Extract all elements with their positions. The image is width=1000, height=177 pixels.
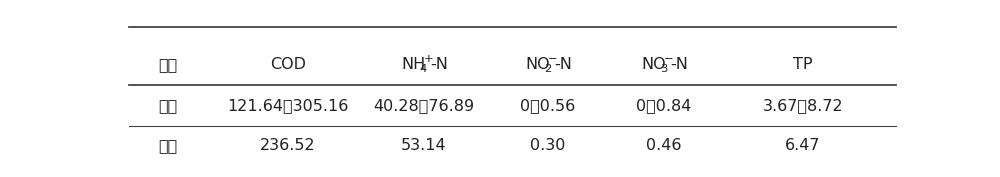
Text: 项目: 项目 [158, 57, 177, 72]
Text: 3: 3 [660, 64, 667, 74]
Text: -N: -N [670, 57, 688, 72]
Text: 6.47: 6.47 [785, 138, 821, 153]
Text: 4: 4 [420, 64, 427, 74]
Text: -N: -N [430, 57, 448, 72]
Text: 均値: 均値 [158, 138, 177, 153]
Text: NO: NO [525, 57, 550, 72]
Text: COD: COD [270, 57, 306, 72]
Text: 53.14: 53.14 [401, 138, 446, 153]
Text: 0～0.84: 0～0.84 [636, 98, 691, 113]
Text: 40.28～76.89: 40.28～76.89 [373, 98, 474, 113]
Text: -N: -N [554, 57, 572, 72]
Text: 236.52: 236.52 [260, 138, 316, 153]
Text: −: − [548, 54, 558, 64]
Text: NH: NH [401, 57, 425, 72]
Text: NO: NO [641, 57, 666, 72]
Text: 0.46: 0.46 [646, 138, 681, 153]
Text: 3.67～8.72: 3.67～8.72 [763, 98, 843, 113]
Text: 0～0.56: 0～0.56 [520, 98, 575, 113]
Text: +: + [424, 54, 434, 64]
Text: 范围: 范围 [158, 98, 177, 113]
Text: 0.30: 0.30 [530, 138, 565, 153]
Text: 2: 2 [544, 64, 551, 74]
Text: TP: TP [793, 57, 813, 72]
Text: −: − [664, 54, 674, 64]
Text: 121.64～305.16: 121.64～305.16 [227, 98, 348, 113]
